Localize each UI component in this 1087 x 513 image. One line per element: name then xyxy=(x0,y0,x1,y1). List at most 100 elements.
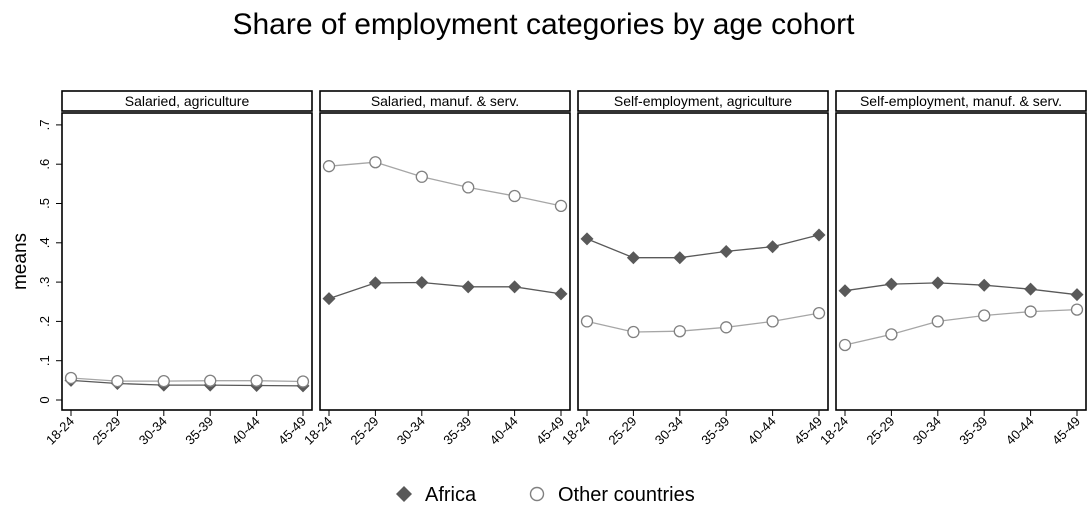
filled-diamond-icon xyxy=(396,486,412,502)
data-point-other-countries xyxy=(322,160,336,173)
data-point-africa xyxy=(461,280,475,294)
data-point-other-countries xyxy=(64,371,78,385)
data-point-africa xyxy=(766,240,780,254)
legend-item-africa: Africa xyxy=(395,484,476,507)
data-point-africa xyxy=(580,232,594,246)
x-tick-label: 18-24 xyxy=(559,414,593,448)
x-tick-label: 18-24 xyxy=(817,414,851,448)
x-tick-label: 40-44 xyxy=(487,414,521,448)
data-point-other-countries xyxy=(111,374,124,388)
data-point-other-countries xyxy=(931,315,944,328)
x-tick-label: 25-29 xyxy=(605,414,639,448)
data-point-africa xyxy=(415,275,429,289)
data-point-other-countries xyxy=(204,374,217,387)
data-point-other-countries xyxy=(627,325,640,339)
data-point-other-countries xyxy=(720,321,733,334)
data-point-other-countries xyxy=(580,315,594,328)
panel-header-self-employment-manuf-serv xyxy=(835,90,1087,112)
x-tick-label: 18-24 xyxy=(43,414,77,448)
data-point-other-countries xyxy=(157,374,170,388)
y-tick-label: .3 xyxy=(37,277,52,288)
x-tick-label: 35-39 xyxy=(956,414,990,448)
data-point-africa xyxy=(368,276,382,290)
series-line-other-countries xyxy=(70,377,304,383)
y-tick-label: .5 xyxy=(37,198,52,209)
series-line-africa xyxy=(70,379,304,387)
x-tick-label: 45-49 xyxy=(1049,414,1083,448)
panel-title: Self-employment, manuf. & serv. xyxy=(860,93,1062,109)
x-tick-label: 30-34 xyxy=(652,414,686,448)
panel-frame-salaried-manuf-serv xyxy=(319,112,571,411)
data-point-africa xyxy=(554,287,568,301)
data-point-other-countries xyxy=(250,374,263,387)
data-point-other-countries xyxy=(766,315,779,328)
panel-header-salaried-manuf-serv xyxy=(319,90,571,112)
series-line-africa xyxy=(586,234,820,259)
data-point-africa xyxy=(508,280,522,294)
y-tick-label: .7 xyxy=(37,119,52,130)
chart-title: Share of employment categories by age co… xyxy=(232,8,855,41)
series-line-other-countries xyxy=(844,308,1078,346)
data-point-africa xyxy=(884,277,898,291)
data-point-africa xyxy=(838,284,852,298)
y-tick-label: .4 xyxy=(37,237,52,248)
x-tick-label: 30-34 xyxy=(394,414,428,448)
data-point-other-countries xyxy=(369,156,382,169)
legend-label-africa: Africa xyxy=(425,484,477,506)
x-tick-label: 30-34 xyxy=(136,414,170,448)
data-point-other-countries xyxy=(978,309,991,322)
series-line-other-countries xyxy=(586,312,820,333)
data-point-other-countries xyxy=(462,181,475,194)
panel-header-salaried-agriculture xyxy=(61,90,313,112)
data-point-other-countries xyxy=(838,338,852,352)
x-tick-label: 25-29 xyxy=(347,414,381,448)
x-tick-label: 25-29 xyxy=(89,414,123,448)
x-tick-label: 40-44 xyxy=(229,414,263,448)
data-point-other-countries xyxy=(415,170,428,183)
data-point-africa xyxy=(322,292,336,306)
y-axis-title: means xyxy=(10,233,31,290)
series-line-other-countries xyxy=(328,161,562,207)
x-tick-label: 35-39 xyxy=(698,414,732,448)
panel-header-self-employment-agriculture xyxy=(577,90,829,112)
panel-title: Salaried, agriculture xyxy=(125,93,250,109)
panel-title: Salaried, manuf. & serv. xyxy=(371,93,519,109)
legend-label-other-countries: Other countries xyxy=(558,484,695,506)
data-point-africa xyxy=(1024,282,1038,296)
x-tick-label: 45-49 xyxy=(275,414,309,448)
x-tick-label: 30-34 xyxy=(910,414,944,448)
legend: Africa Other countries xyxy=(0,484,1087,512)
y-tick-label: 0 xyxy=(37,396,52,403)
panel-frame-self-employment-manuf-serv xyxy=(835,112,1087,411)
x-tick-label: 40-44 xyxy=(745,414,779,448)
hollow-circle-icon xyxy=(529,486,545,502)
y-tick-label: .2 xyxy=(37,316,52,327)
x-tick-label: 18-24 xyxy=(301,414,335,448)
data-point-africa xyxy=(626,251,640,265)
panel-frame-self-employment-agriculture xyxy=(577,112,829,411)
data-point-other-countries xyxy=(554,199,568,213)
data-point-other-countries xyxy=(673,325,686,338)
x-tick-label: 45-49 xyxy=(533,414,567,448)
data-point-africa xyxy=(931,276,945,290)
x-tick-label: 45-49 xyxy=(791,414,825,448)
y-tick-label: .6 xyxy=(37,159,52,170)
data-point-africa xyxy=(812,228,826,242)
data-point-africa xyxy=(977,278,991,292)
x-tick-label: 35-39 xyxy=(440,414,474,448)
data-point-other-countries xyxy=(1024,305,1037,318)
x-tick-label: 35-39 xyxy=(182,414,216,448)
series-line-africa xyxy=(844,282,1078,296)
y-tick-label: .1 xyxy=(37,355,52,366)
x-tick-label: 40-44 xyxy=(1003,414,1037,448)
data-point-africa xyxy=(673,251,687,265)
panel-frame-salaried-agriculture xyxy=(61,112,313,411)
data-point-africa xyxy=(719,244,733,258)
data-point-other-countries xyxy=(812,306,826,320)
series-line-africa xyxy=(328,281,562,300)
data-point-other-countries xyxy=(885,328,898,341)
legend-item-other-countries: Other countries xyxy=(528,484,695,507)
data-point-africa xyxy=(1070,288,1084,302)
data-point-other-countries xyxy=(296,375,310,388)
